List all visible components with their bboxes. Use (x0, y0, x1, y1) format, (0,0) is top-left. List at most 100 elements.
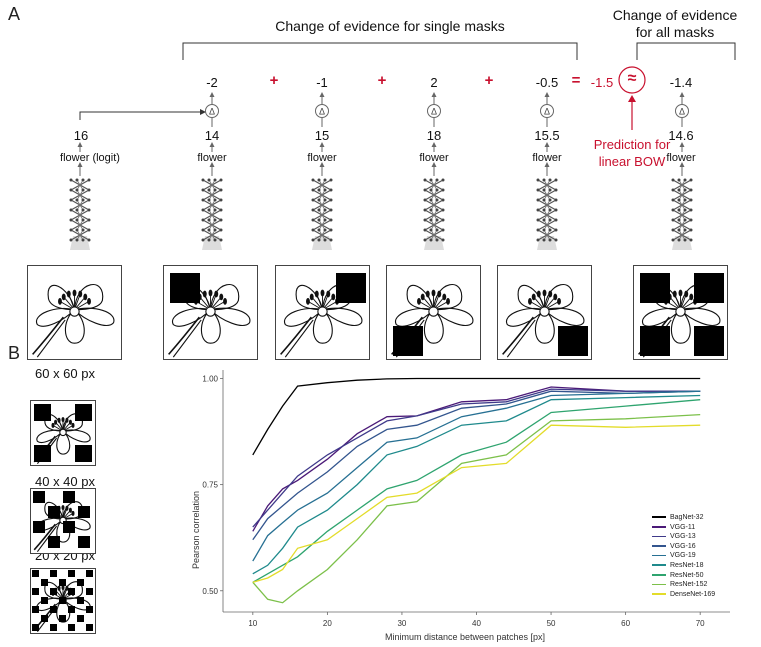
delta-value-4: -0.5 (535, 75, 559, 90)
legend-item: BagNet-32 (652, 514, 703, 521)
masked-logit-4: 15.5 (534, 128, 560, 143)
occlusion-mask (694, 326, 724, 356)
up-arrow-icon (544, 162, 550, 176)
class-label-3: flower (419, 152, 449, 164)
y-axis-label: Pearson correlation (191, 491, 201, 569)
neural-network-icon (536, 178, 558, 250)
original-flower-image (27, 265, 122, 360)
up-arrow-icon (319, 162, 325, 176)
panel-label-b: B (8, 343, 21, 363)
occlusion-mask (33, 491, 45, 503)
class-label-2: flower (307, 152, 337, 164)
occlusion-mask (393, 326, 423, 356)
masked-logit-2: 15 (314, 128, 330, 143)
legend-swatch (652, 574, 666, 576)
svg-text:Δ: Δ (431, 107, 437, 117)
legend-item: VGG-11 (652, 524, 695, 531)
approx-icon: ≈ (627, 70, 637, 87)
series-line-resnet-18 (252, 394, 701, 575)
delta-value-all: -1.4 (669, 75, 693, 90)
plus-operator-1: + (269, 72, 279, 89)
occlusion-mask (78, 536, 90, 548)
up-arrow-icon (544, 142, 550, 152)
legend-swatch (652, 564, 666, 566)
flower-drawing (33, 413, 91, 465)
occlusion-mask (86, 624, 93, 631)
up-arrow-icon (679, 142, 685, 152)
occlusion-mask (68, 570, 75, 577)
occlusion-mask (68, 624, 75, 631)
occlusion-mask (78, 506, 90, 518)
occlusion-mask (34, 445, 51, 462)
up-arrow-icon (431, 142, 437, 152)
flower-drawing (502, 284, 585, 358)
legend-swatch (652, 535, 666, 538)
occlusion-mask (41, 615, 48, 622)
svg-text:Δ: Δ (319, 107, 325, 117)
legend-item: ResNet-18 (652, 562, 703, 569)
occlusion-mask (41, 597, 48, 604)
legend-swatch (652, 593, 666, 595)
y-tick-label: 0.50 (202, 587, 218, 596)
occlusion-mask (86, 588, 93, 595)
legend-label: BagNet-32 (670, 514, 704, 521)
neural-network-icon (201, 178, 223, 250)
x-tick-label: 20 (323, 619, 332, 628)
masked-flower-image-4 (497, 265, 592, 360)
x-tick-label: 60 (621, 619, 630, 628)
legend-swatch (652, 554, 666, 557)
all-masked-flower-image (633, 265, 728, 360)
series-line-resnet-152 (252, 413, 701, 604)
up-arrow-icon (209, 142, 215, 152)
legend-label: VGG-16 (670, 542, 696, 550)
occlusion-mask (77, 579, 84, 586)
series-line-vgg-11 (252, 386, 701, 532)
legend-swatch (652, 545, 666, 547)
occlusion-mask (63, 491, 75, 503)
delta-icon: Δ (205, 92, 219, 127)
occlusion-mask (558, 326, 588, 356)
panel-a-connectors (79, 42, 736, 130)
legend-item: VGG-19 (652, 552, 696, 559)
occlusion-mask (336, 273, 366, 303)
masked-logit-3: 18 (426, 128, 442, 143)
mask-size-title-40: 40 x 40 px (35, 474, 95, 489)
all-masked-logit: 14.6 (668, 128, 694, 143)
y-tick-label: 1.00 (202, 374, 218, 383)
occlusion-mask (50, 606, 57, 613)
occlusion-mask (86, 606, 93, 613)
occlusion-mask (75, 404, 92, 421)
class-label-1: flower (197, 152, 227, 164)
occlusion-mask (48, 536, 60, 548)
occlusion-mask (640, 326, 670, 356)
legend-item: VGG-16 (652, 543, 696, 550)
legend-label: ResNet-50 (670, 571, 704, 579)
series-line-vgg-13 (252, 388, 701, 528)
flower-drawing (32, 284, 115, 358)
masked-flower-image-1 (163, 265, 258, 360)
neural-network-icon (423, 178, 445, 250)
masked-flower-image-2 (275, 265, 370, 360)
up-arrow-icon (431, 162, 437, 176)
sum-prediction-value: -1.5 (590, 75, 614, 90)
up-arrow-icon (209, 162, 215, 176)
occlusion-mask (694, 273, 724, 303)
occlusion-mask (63, 521, 75, 533)
mask-grid-20px (30, 568, 96, 634)
plus-operator-2: + (377, 72, 387, 89)
occlusion-mask (59, 597, 66, 604)
occlusion-mask (32, 570, 39, 577)
legend-label: VGG-11 (670, 523, 696, 531)
x-tick-label: 40 (472, 619, 481, 628)
occlusion-mask (75, 445, 92, 462)
delta-icon: Δ (427, 92, 441, 127)
masked-logit-1: 14 (204, 128, 220, 143)
occlusion-mask (50, 624, 57, 631)
occlusion-mask (33, 521, 45, 533)
mask-size-title-60: 60 x 60 px (35, 366, 95, 381)
mask-grid-60px (30, 400, 96, 466)
occlusion-mask (41, 579, 48, 586)
equals-operator: = (571, 72, 581, 89)
occlusion-mask (48, 506, 60, 518)
